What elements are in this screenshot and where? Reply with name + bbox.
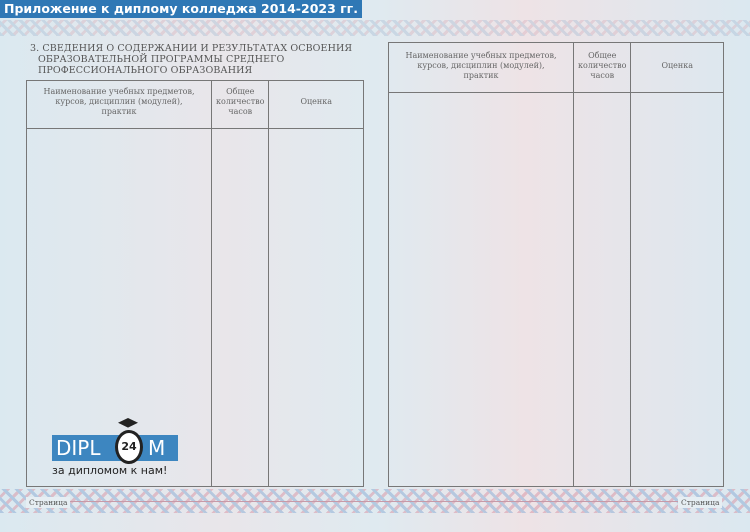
grade-header: Оценка <box>630 42 724 93</box>
graduation-cap-icon <box>118 418 138 428</box>
logo-circle: 24 <box>115 430 143 464</box>
page-label-right: Страница <box>678 497 723 508</box>
logo-tagline: за дипломом к нам! <box>52 464 168 477</box>
document-title: Приложение к диплому колледжа 2014-2023 … <box>0 0 362 18</box>
section-heading: 3. СВЕДЕНИЯ О СОДЕРЖАНИИ И РЕЗУЛЬТАТАХ О… <box>30 43 352 76</box>
left-grades-table: Наименование учебных предметов, курсов, … <box>26 80 364 487</box>
hours-cell <box>572 92 631 487</box>
footer-line <box>60 501 690 502</box>
hours-header: Общее количество часов <box>572 42 631 93</box>
decorative-band <box>0 20 750 36</box>
right-grades-table: Наименование учебных предметов, курсов, … <box>388 42 724 487</box>
heading-line: 3. СВЕДЕНИЯ О СОДЕРЖАНИИ И РЕЗУЛЬТАТАХ О… <box>30 43 353 54</box>
hours-header: Общее количество часов <box>210 80 269 129</box>
page-label-left: Страница <box>26 497 71 508</box>
heading-line: ОБРАЗОВАТЕЛЬНОЙ ПРОГРАММЫ СРЕДНЕГО <box>38 54 285 65</box>
subject-header: Наименование учебных предметов, курсов, … <box>26 80 212 129</box>
logo-text: DIPL <box>52 435 178 461</box>
subject-cell <box>388 92 574 487</box>
grade-cell <box>268 128 364 487</box>
grade-cell <box>630 92 724 487</box>
hours-cell <box>210 128 269 487</box>
logo-text-end: M <box>148 436 166 460</box>
subject-cell <box>26 128 212 487</box>
heading-line: ПРОФЕССИОНАЛЬНОГО ОБРАЗОВАНИЯ <box>38 65 253 76</box>
grade-header: Оценка <box>268 80 364 129</box>
subject-header: Наименование учебных предметов, курсов, … <box>388 42 574 93</box>
